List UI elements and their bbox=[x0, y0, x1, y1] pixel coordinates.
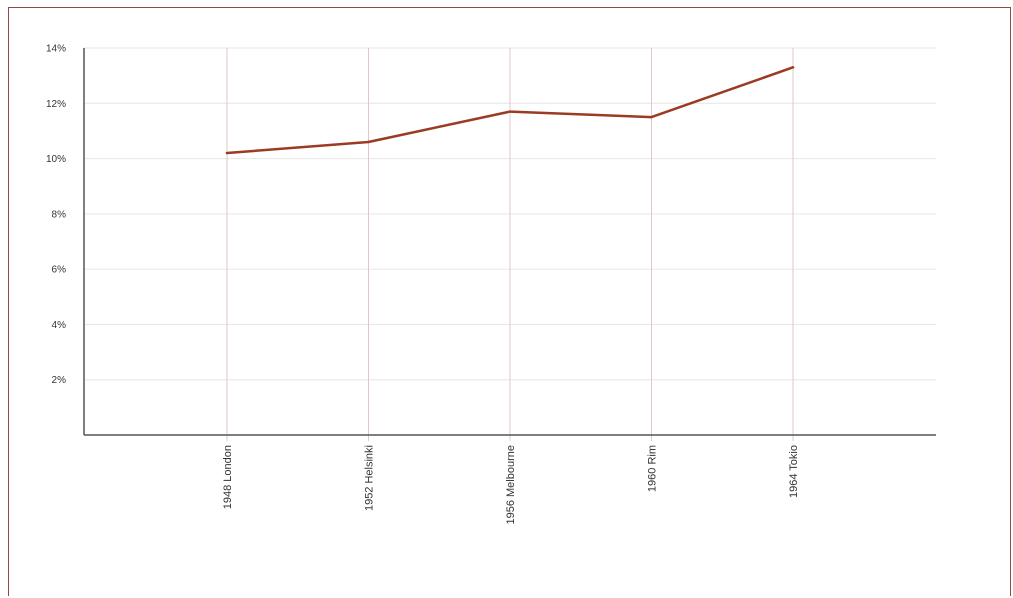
x-tick-label: 1952 Helsinki bbox=[364, 445, 376, 511]
y-tick-label: 4% bbox=[52, 320, 67, 331]
x-tick-label: 1964 Tokio bbox=[788, 445, 800, 498]
y-tick-label: 14% bbox=[46, 44, 66, 55]
label-layer: 2% 4% 6% 8% 10% 12% 14% 1948 London 1952 Helsink… bbox=[46, 44, 800, 525]
y-tick-label: 2% bbox=[52, 375, 67, 386]
y-tick-label: 6% bbox=[52, 265, 67, 276]
data-point bbox=[508, 110, 512, 113]
x-tick-label: 1956 Melbourne bbox=[505, 445, 517, 525]
x-tick-label: 1960 Rim bbox=[647, 445, 659, 492]
y-tick-label: 10% bbox=[46, 154, 66, 165]
data-point bbox=[791, 66, 795, 69]
x-tick-label: 1948 London bbox=[222, 445, 234, 509]
data-point bbox=[650, 115, 653, 119]
grid-layer bbox=[84, 47, 936, 441]
y-tick-label: 12% bbox=[46, 99, 66, 110]
data-point bbox=[225, 151, 229, 155]
series-layer bbox=[225, 66, 795, 155]
data-point bbox=[367, 140, 370, 144]
axis-layer bbox=[83, 48, 936, 436]
chart-frame bbox=[8, 7, 1011, 596]
y-tick-label: 8% bbox=[52, 209, 67, 220]
